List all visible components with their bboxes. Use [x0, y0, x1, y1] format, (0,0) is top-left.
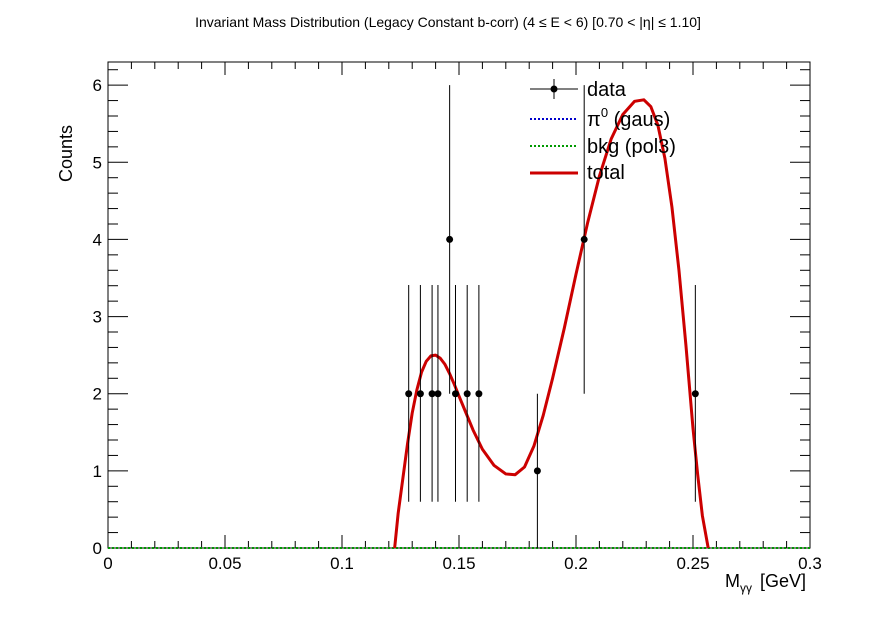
- x-axis-title-unit: [GeV]: [760, 571, 806, 591]
- data-point: [580, 235, 588, 243]
- legend-label-bkg: bkg (pol3): [587, 136, 676, 158]
- data-point: [691, 390, 699, 398]
- legend-label-pi0-sup: 0: [601, 105, 608, 120]
- data-point: [416, 390, 424, 398]
- axis-ticks: [107, 62, 811, 549]
- data-point: [463, 390, 471, 398]
- x-tick-label: 0.25: [676, 554, 709, 573]
- y-tick-label: 4: [93, 230, 102, 249]
- legend: data π0 (gaus) bkg (pol3) total: [530, 79, 676, 184]
- y-tick-label: 5: [93, 153, 102, 172]
- y-tick-label: 1: [93, 462, 102, 481]
- legend-label-data: data: [587, 79, 627, 101]
- data-point: [428, 390, 436, 398]
- y-tick-label: 2: [93, 385, 102, 404]
- chart-title: Invariant Mass Distribution (Legacy Cons…: [195, 14, 701, 30]
- data-point: [451, 390, 459, 398]
- legend-label-pi0: π0 (gaus): [587, 105, 670, 131]
- data-point: [446, 235, 454, 243]
- legend-label-pi0-rest: (gaus): [608, 109, 670, 131]
- x-tick-labels: 0 0.05 0.1 0.15 0.2 0.25 0.3: [103, 554, 822, 573]
- series-layer: [108, 85, 810, 549]
- x-tick-label: 0.1: [330, 554, 354, 573]
- data-point: [533, 467, 541, 475]
- x-tick-label: 0: [103, 554, 112, 573]
- x-axis-title-sub: γγ: [740, 581, 752, 595]
- x-tick-label: 0.2: [564, 554, 588, 573]
- x-axis-title-main: M: [725, 571, 740, 591]
- y-axis-title: Counts: [56, 125, 76, 182]
- legend-label-pi0-main: π: [587, 109, 601, 131]
- y-tick-label: 0: [93, 539, 102, 558]
- data-point: [434, 390, 442, 398]
- series-line-total: [393, 98, 710, 549]
- y-tick-label: 6: [93, 76, 102, 95]
- y-tick-labels: 0 1 2 3 4 5 6: [93, 76, 102, 558]
- data-point: [405, 390, 413, 398]
- x-tick-label: 0.15: [442, 554, 475, 573]
- x-tick-label: 0.3: [798, 554, 822, 573]
- data-point: [475, 390, 483, 398]
- x-tick-label: 0.05: [208, 554, 241, 573]
- legend-data-marker: [550, 85, 558, 93]
- legend-label-total: total: [587, 162, 625, 184]
- plot-frame: [107, 61, 811, 549]
- x-axis-title: Mγγ [GeV]: [725, 571, 806, 595]
- y-tick-label: 3: [93, 308, 102, 327]
